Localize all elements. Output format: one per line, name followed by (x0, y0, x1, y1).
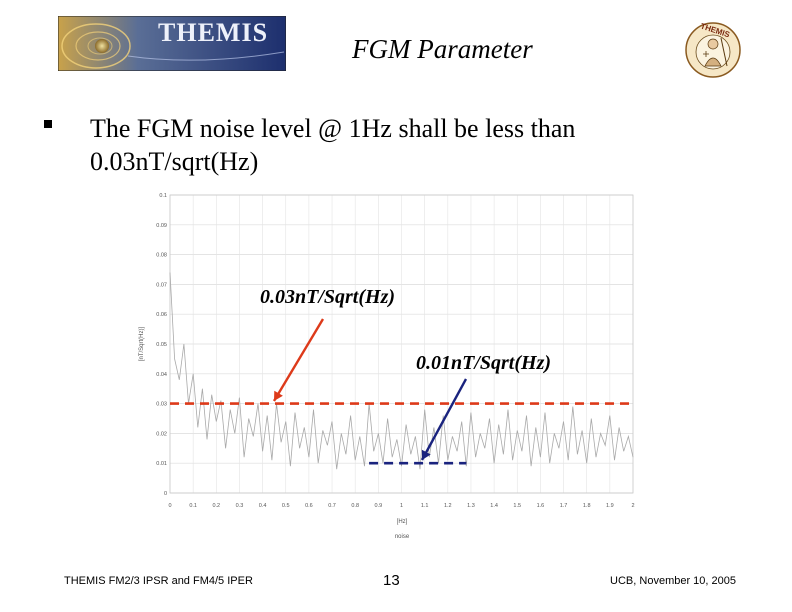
bullet-text: The FGM noise level @ 1Hz shall be less … (90, 112, 710, 178)
x-tick-label: 0.9 (375, 503, 383, 509)
x-axis-sublabel: noise (395, 534, 410, 540)
grid-layer (169, 194, 634, 494)
themis-logo-banner (58, 16, 286, 71)
axis-layer: 0 0.01 0.02 0.03 0.04 0.05 0.06 0.07 0.08 0.09 0.1… (139, 193, 635, 540)
arrows-layer (272, 318, 468, 461)
arrow-lower-head (421, 449, 431, 460)
y-tick-label: 0.04 (156, 372, 167, 378)
x-tick-label: 1.6 (537, 503, 545, 509)
reference-lines-layer (170, 402, 633, 465)
x-tick-label: 0.6 (305, 503, 313, 509)
x-tick-label: 0.2 (212, 503, 220, 509)
themis-mascot-icon (685, 22, 741, 78)
trace-layer (169, 272, 634, 470)
x-tick-label: 1.4 (490, 503, 498, 509)
x-tick-label: 1.9 (606, 503, 614, 509)
x-tick-label: 1.5 (513, 503, 521, 509)
footer-right: UCB, November 10, 2005 (610, 575, 736, 587)
y-tick-label: 0.03 (156, 402, 167, 408)
annotation-upper: 0.03nT/Sqrt(Hz) (260, 286, 396, 308)
y-tick-label: 0.09 (156, 223, 167, 229)
x-axis-label: [Hz] (397, 519, 408, 525)
x-tick-label: 0.3 (236, 503, 244, 509)
x-tick-label: 0.5 (282, 503, 290, 509)
x-tick-label: 1.8 (583, 503, 591, 509)
arrow-upper-shaft (272, 318, 325, 402)
x-tick-label: 1.3 (467, 503, 475, 509)
x-tick-label: 0.8 (351, 503, 359, 509)
y-tick-label: 0 (164, 491, 167, 497)
bullet-line-2: 0.03nT/sqrt(Hz) (90, 147, 259, 176)
x-tick-label: 1 (400, 503, 403, 509)
page-number: 13 (383, 572, 400, 589)
y-tick-label: 0.05 (156, 342, 167, 348)
y-tick-label: 0.08 (156, 253, 167, 259)
x-tick-label: 1.2 (444, 503, 452, 509)
x-tick-label: 0 (168, 503, 171, 509)
x-tick-label: 1.1 (421, 503, 429, 509)
logo-text: THEMIS (158, 18, 269, 47)
x-tick-label: 2 (631, 503, 634, 509)
y-tick-label: 0.02 (156, 431, 167, 437)
y-tick-label: 0.07 (156, 282, 167, 288)
arrow-upper-head (274, 390, 283, 401)
x-tick-label: 0.7 (328, 503, 336, 509)
x-tick-label: 0.1 (189, 503, 197, 509)
y-tick-label: 0.01 (156, 461, 167, 467)
y-axis-label: [nT/Sqrt(Hz)] (139, 327, 145, 362)
y-tick-label: 0.1 (159, 193, 167, 199)
bullet-line-1: The FGM noise level @ 1Hz shall be less … (90, 114, 576, 143)
y-tick-label: 0.06 (156, 312, 167, 318)
footer-left: THEMIS FM2/3 IPSR and FM4/5 IPER (64, 575, 253, 587)
arrow-lower-shaft (420, 378, 468, 461)
noise-trace-line (169, 272, 634, 470)
slide-title: FGM Parameter (352, 34, 533, 64)
plot-frame (169, 194, 634, 494)
annotation-lower: 0.01nT/Sqrt(Hz) (416, 352, 552, 374)
x-tick-label: 0.4 (259, 503, 267, 509)
x-tick-label: 1.7 (560, 503, 568, 509)
bullet-marker (44, 120, 52, 128)
